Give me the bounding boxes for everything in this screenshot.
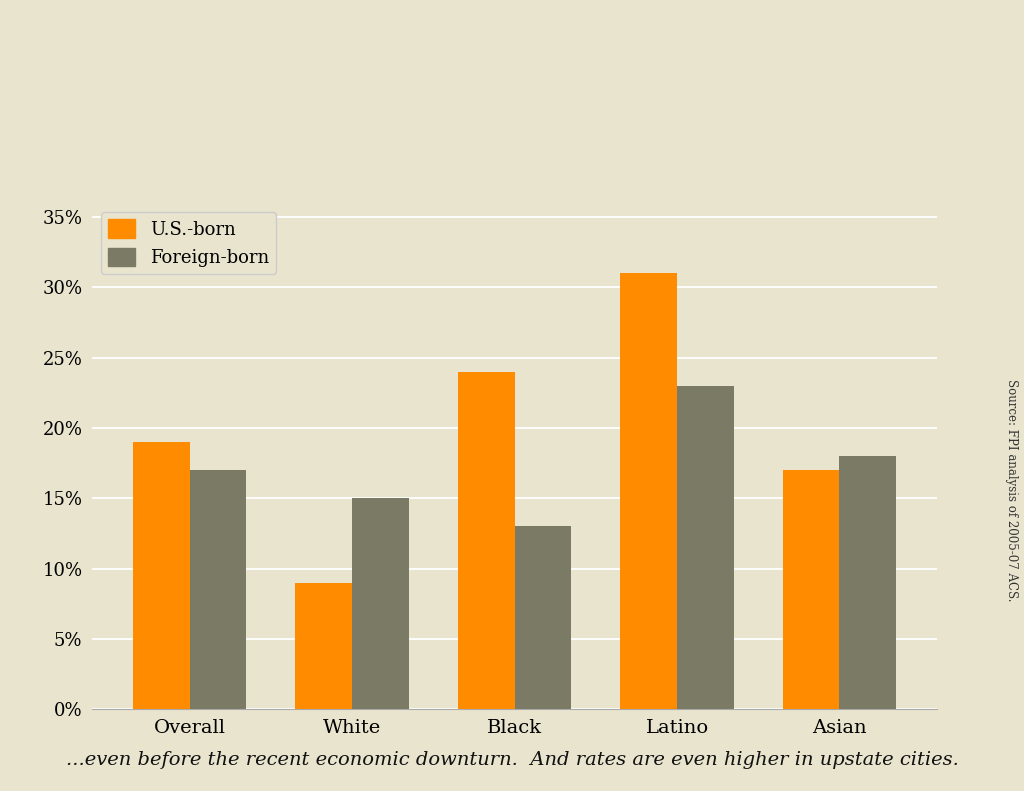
Text: great discrepancy between race/ethnic groups: great discrepancy between race/ethnic gr… [26, 152, 616, 175]
Bar [782, 470, 840, 710]
Bar [295, 583, 352, 710]
Text: poverty levels are: poverty levels are [26, 85, 260, 108]
Text: Immigrants have slightly: Immigrants have slightly [26, 21, 350, 44]
Text: appallingly high for all: appallingly high for all [197, 61, 835, 115]
Bar [840, 456, 896, 710]
Text: , with: , with [658, 85, 730, 108]
Bar [189, 470, 247, 710]
Legend: U.S.-born, Foreign-born: U.S.-born, Foreign-born [101, 212, 276, 274]
Text: lower poverty rates: lower poverty rates [251, 0, 801, 51]
Bar [621, 273, 677, 710]
Text: Source: FPI analysis of 2005-07 ACS.: Source: FPI analysis of 2005-07 ACS. [1006, 379, 1018, 602]
Text: , but: , but [616, 21, 675, 44]
Bar [677, 386, 734, 710]
Bar [458, 372, 515, 710]
Bar [352, 498, 409, 710]
Bar [515, 526, 571, 710]
Text: ...even before the recent economic downturn.  And rates are even higher in upsta: ...even before the recent economic downt… [66, 751, 958, 769]
Bar [133, 442, 189, 710]
